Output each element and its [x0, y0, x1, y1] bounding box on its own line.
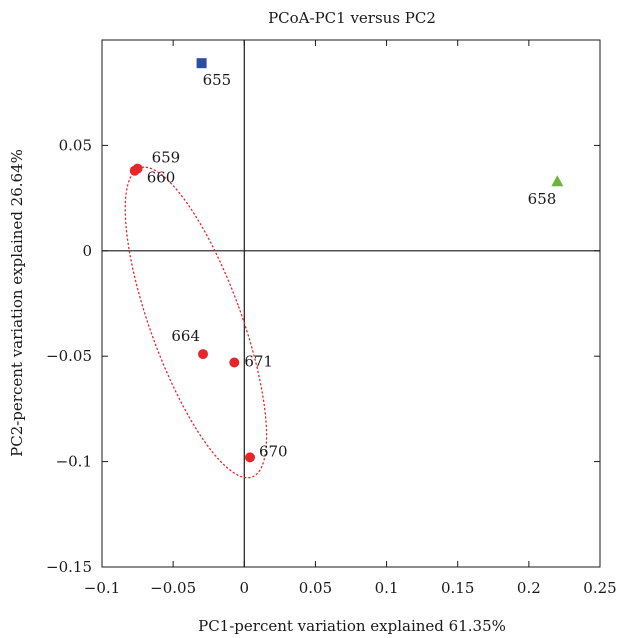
- y-axis-ticks: −0.15 −0.1 −0.05 0 0.05: [46, 136, 600, 576]
- data-point-658: [551, 175, 564, 187]
- x-tick-label: 0.1: [375, 579, 399, 597]
- data-point-660: [129, 165, 140, 176]
- data-point-664: [198, 349, 209, 360]
- plot-frame: [101, 39, 601, 568]
- y-tick-label: −0.15: [46, 558, 92, 576]
- point-label-658: 658: [528, 190, 557, 208]
- y-axis-label: PC2-percent variation explained 26.64%: [8, 149, 26, 457]
- x-tick-label: 0: [240, 579, 250, 597]
- x-tick-label: 0.2: [517, 579, 541, 597]
- x-tick-label: 0.25: [583, 579, 616, 597]
- y-tick-label: −0.05: [46, 347, 92, 365]
- chart-title: PCoA-PC1 versus PC2: [268, 9, 436, 27]
- x-axis-label: PC1-percent variation explained 61.35%: [198, 617, 506, 635]
- y-tick-label: −0.1: [56, 453, 92, 471]
- data-point-671: [229, 357, 240, 368]
- point-label-655: 655: [203, 71, 232, 89]
- x-tick-label: 0.15: [441, 579, 474, 597]
- point-label-671: 671: [244, 353, 273, 371]
- x-tick-label: 0.05: [299, 579, 332, 597]
- x-tick-label: −0.05: [150, 579, 196, 597]
- data-point-655: [196, 58, 207, 69]
- zero-lines: [102, 40, 600, 567]
- point-label-670: 670: [259, 442, 288, 460]
- x-tick-label: −0.1: [84, 579, 120, 597]
- data-point-670: [244, 452, 255, 463]
- y-tick-label: 0: [82, 242, 92, 260]
- point-label-664: 664: [171, 327, 200, 345]
- y-tick-label: 0.05: [59, 136, 92, 154]
- data-points-layer: 659 660 664 671 670 655 658: [129, 58, 564, 463]
- x-axis-ticks: −0.1 −0.05 0 0.05 0.1 0.15 0.2 0.25: [84, 40, 617, 597]
- point-label-660: 660: [147, 169, 176, 187]
- point-label-659: 659: [152, 149, 181, 167]
